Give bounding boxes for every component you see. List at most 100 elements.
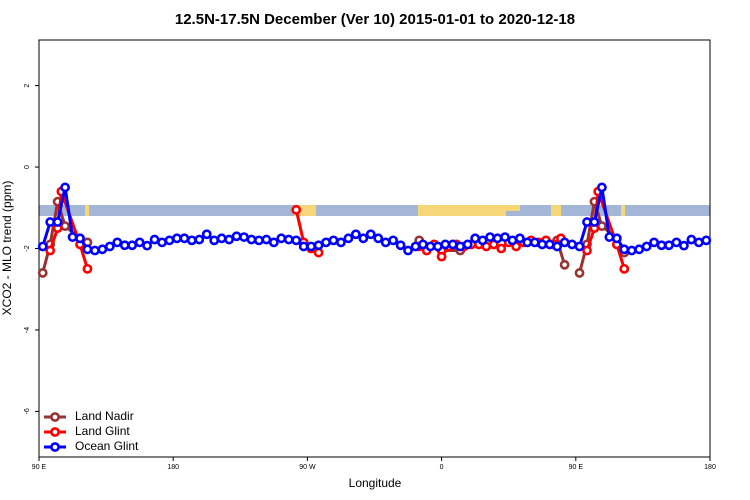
- map-strip: [39, 205, 710, 216]
- point: [410, 241, 421, 252]
- point: [172, 233, 182, 244]
- point: [582, 217, 592, 227]
- point: [52, 217, 63, 227]
- point: [619, 263, 630, 274]
- point: [514, 233, 525, 244]
- point: [231, 231, 242, 242]
- point: [470, 233, 481, 244]
- y-tick-label: -6: [24, 408, 31, 414]
- point: [462, 239, 473, 250]
- point: [201, 229, 212, 240]
- y-tick-label: -4: [24, 327, 31, 333]
- y-tick-label: 2: [24, 84, 31, 88]
- point: [194, 234, 205, 245]
- point: [701, 235, 712, 246]
- point: [82, 263, 93, 274]
- point: [574, 241, 585, 252]
- point: [664, 240, 674, 251]
- point: [574, 268, 585, 278]
- point: [276, 233, 287, 244]
- point: [239, 232, 249, 242]
- point: [500, 232, 510, 242]
- point: [641, 241, 652, 252]
- point: [380, 237, 391, 248]
- point: [365, 229, 376, 240]
- point: [119, 240, 130, 251]
- point: [403, 245, 413, 256]
- point: [60, 182, 70, 193]
- point: [436, 251, 447, 262]
- point: [90, 245, 100, 256]
- point: [496, 243, 507, 254]
- point: [75, 233, 85, 244]
- y-tick-label: 0: [24, 165, 31, 169]
- y-tick-label: -2: [24, 245, 31, 251]
- point: [45, 245, 56, 256]
- legend-label: Land Nadir: [75, 409, 134, 423]
- point: [388, 235, 399, 246]
- point: [686, 234, 697, 245]
- x-tick-label: 90 W: [299, 464, 316, 471]
- point: [671, 237, 682, 248]
- point: [104, 241, 115, 252]
- point: [179, 233, 190, 244]
- point: [477, 235, 488, 246]
- point: [37, 268, 48, 278]
- point: [298, 241, 309, 252]
- point: [358, 233, 369, 244]
- point: [440, 239, 451, 250]
- point: [321, 237, 331, 248]
- series: [37, 182, 712, 256]
- point: [82, 244, 93, 255]
- point: [544, 239, 555, 250]
- x-tick-label: 90 E: [32, 464, 47, 471]
- point: [604, 232, 615, 242]
- point: [425, 241, 436, 252]
- y-axis-label: XCO2 - MLO trend (ppm): [0, 181, 14, 316]
- point: [619, 244, 630, 255]
- point: [537, 239, 548, 250]
- point: [291, 204, 302, 215]
- point: [693, 237, 704, 248]
- point: [283, 234, 294, 245]
- point: [164, 235, 175, 246]
- point: [567, 239, 577, 250]
- point: [649, 237, 659, 248]
- legend-label: Ocean Glint: [75, 439, 139, 453]
- legend-marker: [50, 412, 60, 422]
- point: [134, 237, 145, 248]
- legend-label: Land Glint: [75, 424, 130, 438]
- point: [313, 240, 324, 251]
- x-tick-label: 180: [704, 464, 716, 471]
- point: [254, 235, 264, 246]
- point: [261, 234, 272, 245]
- chart-title: 12.5N-17.5N December (Ver 10) 2015-01-01…: [175, 11, 575, 28]
- point: [186, 235, 197, 246]
- point: [529, 237, 540, 248]
- x-tick-label: 0: [440, 464, 444, 471]
- point: [418, 239, 428, 250]
- point: [507, 235, 518, 246]
- point: [485, 232, 495, 242]
- point: [432, 241, 443, 252]
- point: [559, 237, 570, 248]
- point: [306, 241, 317, 252]
- point: [634, 244, 645, 255]
- point: [343, 233, 354, 244]
- point: [596, 182, 607, 193]
- point: [127, 240, 138, 251]
- point: [336, 237, 346, 248]
- point: [350, 229, 361, 240]
- point: [142, 240, 153, 251]
- point: [37, 241, 48, 252]
- point: [246, 234, 257, 245]
- point: [60, 221, 70, 232]
- point: [45, 217, 56, 227]
- x-axis-label: Longitude: [349, 476, 402, 490]
- point: [291, 235, 302, 246]
- x-tick-label: 180: [167, 464, 179, 471]
- point: [626, 245, 637, 256]
- point: [209, 235, 220, 246]
- point: [395, 240, 406, 251]
